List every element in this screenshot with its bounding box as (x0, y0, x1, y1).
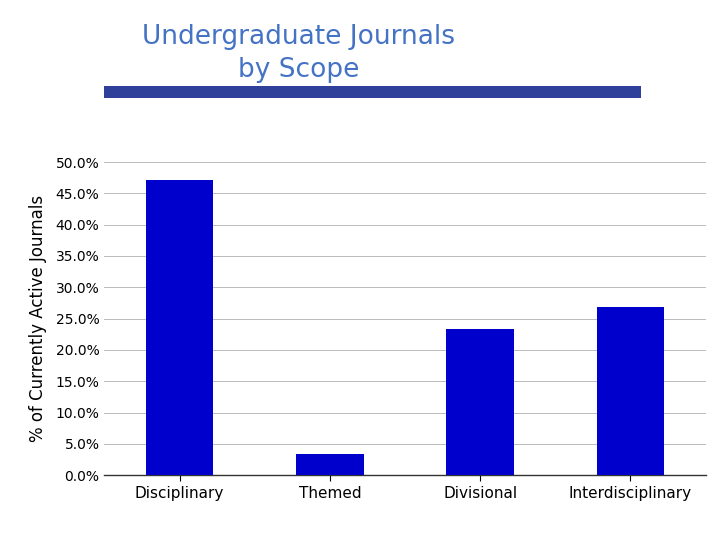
Y-axis label: % of Currently Active Journals: % of Currently Active Journals (30, 195, 48, 442)
Text: Undergraduate Journals: Undergraduate Journals (143, 24, 455, 50)
Text: by Scope: by Scope (238, 57, 359, 83)
Bar (597, 307, 665, 475)
Bar (296, 454, 364, 475)
Bar (446, 329, 514, 475)
Bar (145, 179, 213, 475)
